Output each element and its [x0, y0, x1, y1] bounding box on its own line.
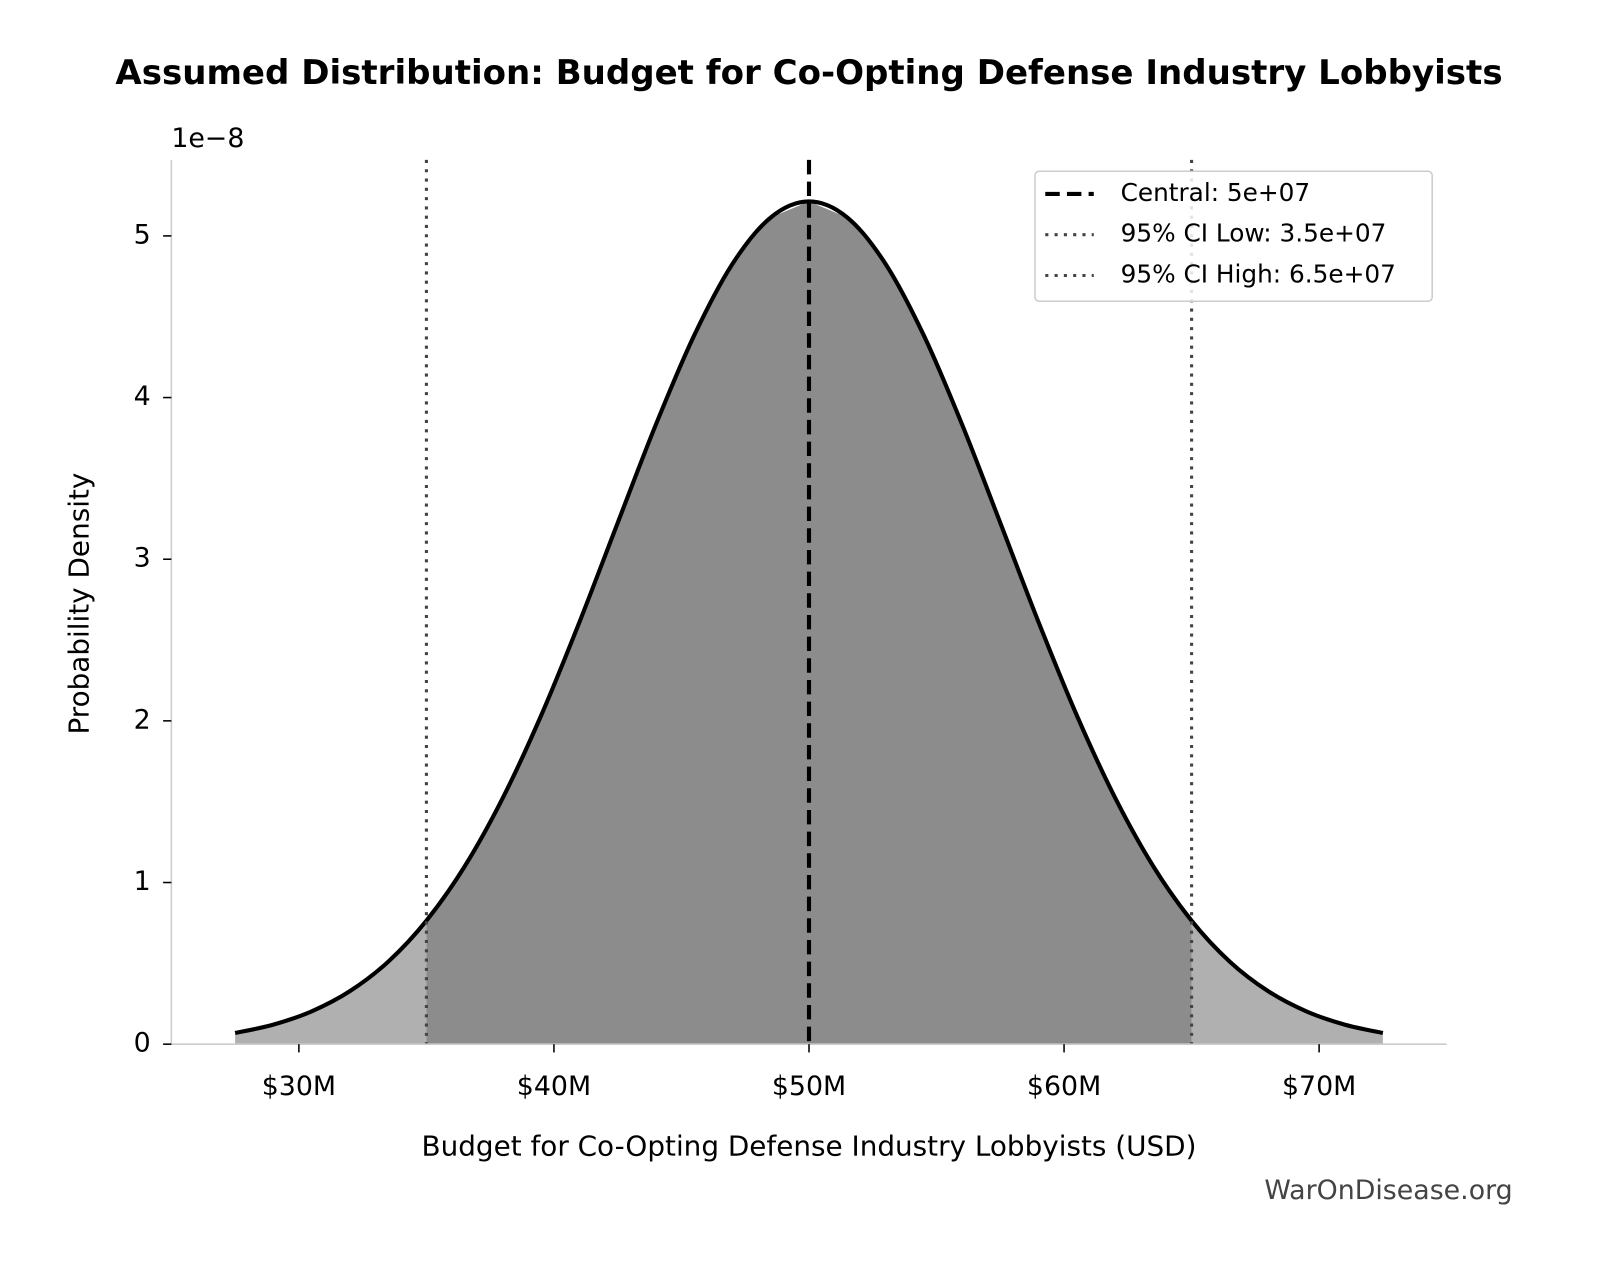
- x-axis-label: Budget for Co-Opting Defense Industry Lo…: [421, 1129, 1196, 1162]
- y-tick-label: 0: [134, 1028, 151, 1059]
- watermark: WarOnDisease.org: [1264, 1175, 1512, 1206]
- tail-area: [1191, 920, 1383, 1045]
- y-tick-label: 5: [134, 219, 151, 250]
- legend-label: Central: 5e+07: [1121, 178, 1311, 207]
- tail-area: [235, 920, 427, 1045]
- x-tick-label: $60M: [1027, 1071, 1101, 1102]
- x-tick-label: $70M: [1282, 1071, 1356, 1102]
- y-tick-label: 4: [134, 381, 151, 412]
- density-curve: [234, 199, 1384, 1036]
- y-tick-label: 3: [134, 543, 151, 574]
- y-axis-label: Probability Density: [63, 473, 96, 735]
- x-tick-label: $50M: [772, 1071, 846, 1102]
- y-offset-label: 1e−8: [171, 123, 244, 154]
- x-tick-label: $30M: [262, 1071, 336, 1102]
- legend-label: 95% CI Low: 3.5e+07: [1121, 219, 1387, 248]
- x-tick-label: $40M: [517, 1071, 591, 1102]
- y-tick-label: 2: [134, 704, 151, 735]
- y-tick-label: 1: [134, 866, 151, 897]
- legend-box: [1034, 170, 1433, 303]
- chart-title: Assumed Distribution: Budget for Co-Opti…: [115, 53, 1502, 93]
- legend-label: 95% CI High: 6.5e+07: [1121, 259, 1396, 288]
